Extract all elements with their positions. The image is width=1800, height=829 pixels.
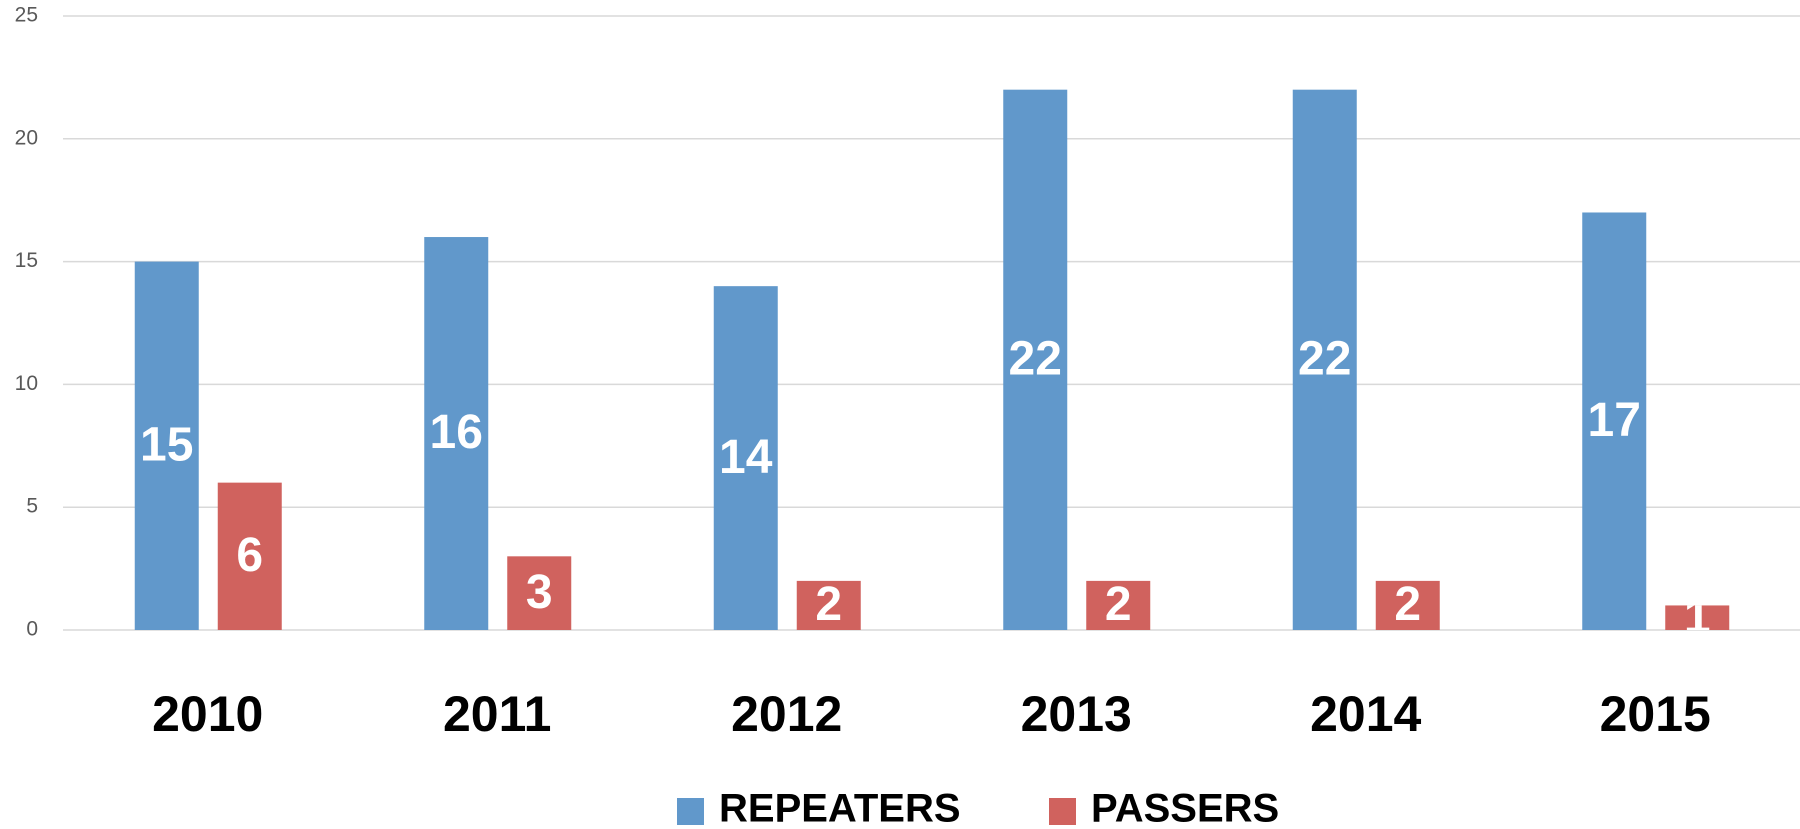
x-tick-label: 2015 <box>1600 686 1711 742</box>
bar <box>1086 580 1151 630</box>
bar <box>1003 89 1068 631</box>
y-tick-label: 20 <box>15 126 38 149</box>
legend-swatch <box>1049 798 1076 825</box>
bar <box>796 580 861 630</box>
bar <box>1665 605 1730 630</box>
legend-swatch <box>677 798 704 825</box>
bar <box>1292 89 1357 631</box>
x-tick-label: 2011 <box>443 686 551 742</box>
y-tick-label: 0 <box>26 618 38 641</box>
data-label: 2 <box>815 578 842 631</box>
data-label: 22 <box>1298 333 1351 386</box>
x-tick-label: 2012 <box>731 686 842 742</box>
bar <box>1375 580 1440 630</box>
bar <box>1582 212 1647 631</box>
data-label: 15 <box>140 418 193 471</box>
bar <box>134 261 199 630</box>
legend-label: REPEATERS <box>719 787 961 829</box>
y-tick-label: 5 <box>26 495 38 518</box>
bar <box>217 482 282 630</box>
bar <box>424 237 489 631</box>
x-tick-label: 2013 <box>1021 686 1132 742</box>
data-label: 22 <box>1009 333 1062 386</box>
legend-label: PASSERS <box>1091 787 1279 829</box>
data-label: 6 <box>236 529 263 582</box>
data-label: 2 <box>1105 578 1132 631</box>
data-label: 3 <box>526 566 553 619</box>
data-label: 2 <box>1394 578 1421 631</box>
bar <box>713 286 778 630</box>
y-tick-label: 25 <box>15 4 38 27</box>
data-label: 17 <box>1588 394 1641 447</box>
bar <box>507 556 572 630</box>
y-tick-label: 10 <box>15 372 38 395</box>
data-label: 1 <box>1684 590 1711 643</box>
x-tick-label: 2014 <box>1310 686 1421 742</box>
data-label: 14 <box>719 431 773 484</box>
x-tick-label: 2010 <box>152 686 263 742</box>
data-label: 16 <box>430 406 483 459</box>
y-tick-label: 15 <box>15 249 38 272</box>
